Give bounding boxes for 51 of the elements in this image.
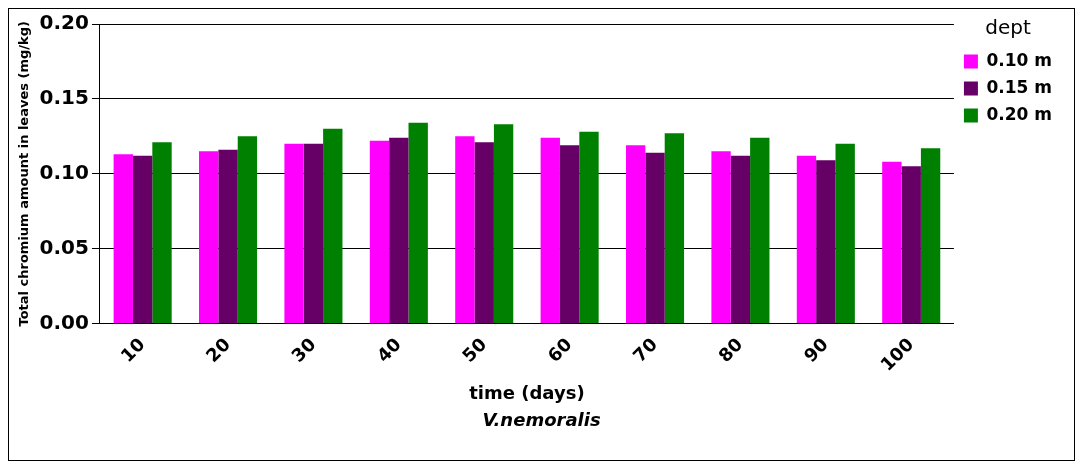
bar	[303, 143, 324, 324]
x-tick-label: 70	[628, 333, 662, 367]
bar	[284, 143, 304, 324]
bar	[579, 131, 599, 324]
bar	[113, 154, 133, 324]
bar	[132, 155, 153, 324]
bar	[152, 142, 172, 324]
legend-label: 0.15 m	[986, 76, 1052, 97]
x-tick-label: 20	[201, 333, 235, 367]
bar	[816, 160, 836, 324]
bar	[796, 155, 817, 324]
y-axis-title: Total chromium amount in leaves (mg/kg)	[16, 21, 32, 327]
y-tick-label: 0.10	[39, 159, 89, 184]
bar	[626, 145, 646, 324]
x-tick-label: 40	[372, 333, 405, 367]
x-axis-title: time (days)	[469, 381, 585, 403]
bar	[199, 151, 219, 324]
bar	[237, 136, 258, 324]
bar	[730, 155, 751, 324]
legend-title: dept	[985, 15, 1031, 40]
y-tick-label: 0.20	[39, 10, 89, 35]
y-tick-label: 0.00	[39, 309, 89, 334]
bar	[474, 142, 494, 324]
bar	[389, 137, 409, 324]
bar	[835, 143, 855, 324]
x-tick-label: 30	[287, 333, 320, 367]
bar	[323, 128, 343, 324]
bar	[711, 151, 731, 324]
bar	[559, 145, 580, 324]
x-tick-label: 80	[713, 333, 747, 367]
y-tick-label: 0.15	[39, 85, 89, 110]
bar	[218, 149, 238, 324]
x-tick-label: 50	[457, 333, 491, 367]
x-tick-label: 90	[799, 333, 832, 367]
bar	[750, 137, 770, 324]
bar	[369, 140, 390, 324]
bar	[408, 122, 428, 324]
legend-label: 0.10 m	[986, 49, 1052, 70]
bar	[901, 166, 921, 324]
bar	[645, 152, 665, 324]
bar	[493, 124, 514, 324]
x-tick-label: 10	[116, 333, 149, 367]
bar	[455, 136, 475, 324]
text: V.nemoralis	[481, 409, 602, 432]
bar	[882, 161, 902, 324]
bar	[920, 148, 941, 324]
legend-label: 0.20 m	[986, 103, 1052, 124]
y-tick-label: 0.05	[39, 234, 89, 259]
x-tick-label: 60	[543, 333, 576, 367]
bar	[664, 133, 685, 324]
bar	[540, 137, 560, 324]
